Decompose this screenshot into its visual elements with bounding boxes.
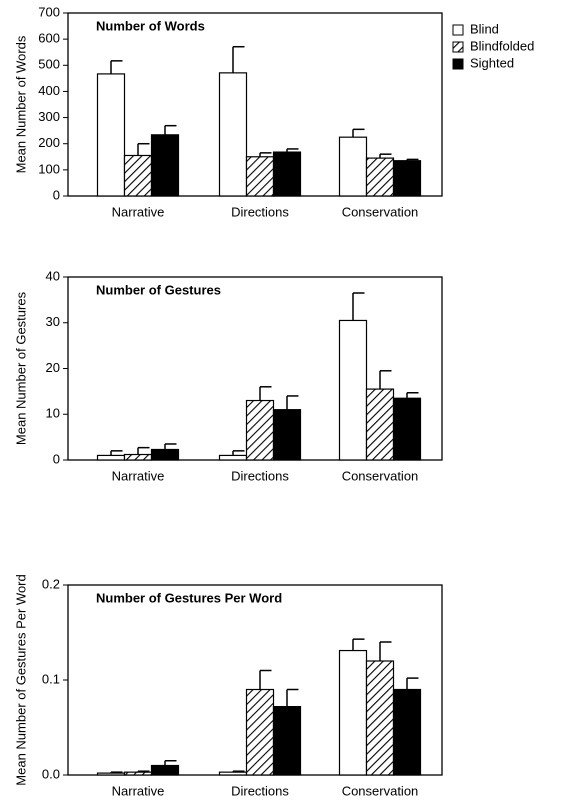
bar	[338, 649, 368, 776]
y-tick-label: 600	[38, 31, 60, 46]
bar	[218, 771, 248, 776]
y-tick-label: 30	[46, 314, 60, 329]
y-tick-label: 0.1	[42, 671, 60, 686]
bar	[245, 688, 275, 776]
y-tick-label: 0.0	[42, 766, 60, 781]
legend-swatch	[452, 58, 464, 70]
bar	[365, 660, 395, 776]
y-tick-label: 40	[46, 268, 60, 283]
bar	[392, 688, 422, 776]
y-tick-label: 0	[53, 451, 60, 466]
bar	[218, 72, 248, 197]
bar	[365, 388, 395, 461]
bar	[150, 134, 180, 197]
bar	[365, 157, 395, 197]
y-tick-label: 0.2	[42, 576, 60, 591]
y-axis-label: Mean Number of Gestures	[13, 291, 28, 445]
x-tick-label: Directions	[231, 468, 289, 483]
bar	[123, 771, 153, 776]
panel-title: Number of Gestures Per Word	[96, 590, 282, 605]
bar	[96, 454, 126, 461]
bar	[272, 151, 302, 197]
panel-title: Number of Gestures	[96, 282, 221, 297]
x-tick-label: Conservation	[342, 783, 419, 798]
bar	[245, 156, 275, 197]
bar	[338, 319, 368, 461]
bar	[150, 764, 180, 776]
y-tick-label: 200	[38, 135, 60, 150]
panel-title: Number of Words	[96, 18, 205, 33]
y-tick-label: 10	[46, 406, 60, 421]
x-tick-label: Conservation	[342, 204, 419, 219]
bar	[392, 397, 422, 461]
bar	[272, 409, 302, 461]
x-tick-label: Directions	[231, 204, 289, 219]
x-tick-label: Conservation	[342, 468, 419, 483]
bar	[123, 154, 153, 197]
y-axis-label: Mean Number of Gestures Per Word	[13, 574, 28, 785]
y-tick-label: 700	[38, 4, 60, 19]
x-tick-label: Narrative	[112, 468, 165, 483]
y-tick-label: 400	[38, 83, 60, 98]
y-tick-label: 300	[38, 109, 60, 124]
bar	[96, 73, 126, 197]
x-tick-label: Narrative	[112, 783, 165, 798]
bar	[272, 705, 302, 776]
y-tick-label: 20	[46, 360, 60, 375]
bar	[150, 448, 180, 461]
y-tick-label: 500	[38, 57, 60, 72]
y-tick-label: 0	[53, 187, 60, 202]
legend-swatch	[452, 24, 464, 36]
legend-label: Blindfolded	[470, 38, 534, 53]
legend-swatch	[452, 41, 464, 53]
x-tick-label: Directions	[231, 783, 289, 798]
legend-label: Blind	[470, 21, 499, 36]
x-tick-label: Narrative	[112, 204, 165, 219]
y-axis-label: Mean Number of Words	[13, 35, 28, 173]
bar	[392, 160, 422, 197]
bar	[96, 772, 126, 776]
bar	[245, 399, 275, 461]
bar	[338, 136, 368, 197]
y-tick-label: 100	[38, 161, 60, 176]
legend-label: Sighted	[470, 55, 514, 70]
bar	[123, 453, 153, 461]
bar	[218, 454, 248, 461]
